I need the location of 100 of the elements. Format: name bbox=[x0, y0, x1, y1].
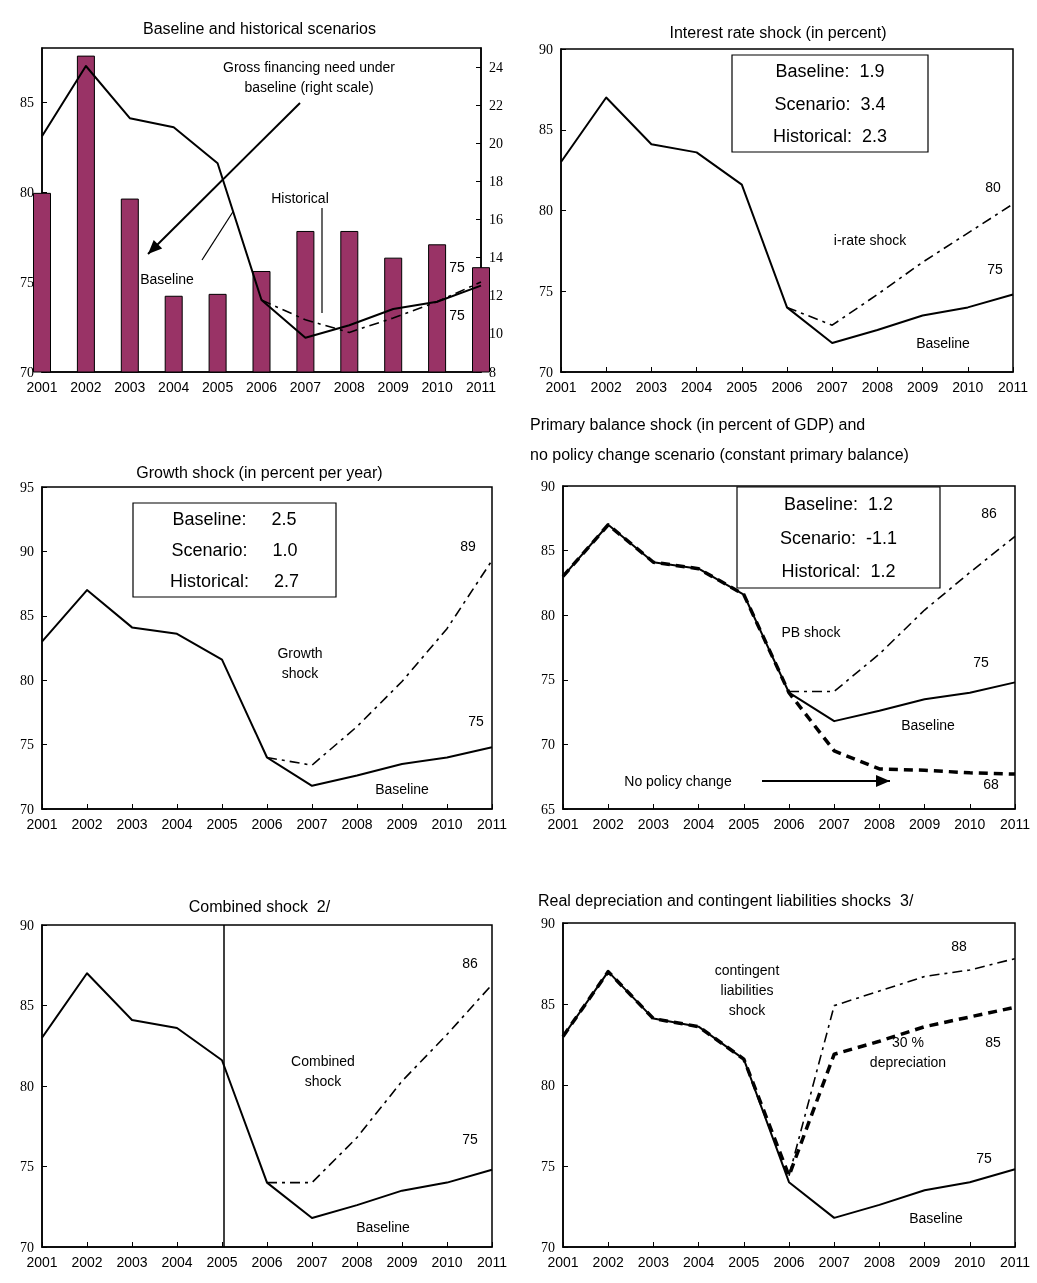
x-tick-label: 2002 bbox=[71, 816, 103, 832]
annotation: Baseline: 2.5 bbox=[172, 508, 297, 529]
y2-tick-label: 20 bbox=[489, 135, 503, 151]
chart-title: Primary balance shock (in percent of GDP) and no policy change scenario (constant primary balance) bbox=[530, 415, 909, 463]
y-tick-label: 80 bbox=[541, 1077, 555, 1093]
y-tick-label: 70 bbox=[541, 736, 555, 752]
x-tick-label: 2008 bbox=[341, 1254, 373, 1270]
x-tick-label: 2003 bbox=[637, 1254, 670, 1270]
chart-title: Growth shock (in percent per year) bbox=[136, 463, 383, 481]
y-tick-label: 90 bbox=[541, 478, 555, 494]
annotation: Scenario: 3.4 bbox=[774, 93, 886, 114]
x-tick-label: 2001 bbox=[26, 1254, 58, 1270]
y-tick-label: 90 bbox=[20, 543, 34, 559]
annotation: Historical: 1.2 bbox=[781, 561, 896, 582]
x-tick-label: 2006 bbox=[251, 1254, 283, 1270]
annotation: Baseline: 1.9 bbox=[775, 61, 885, 82]
annotation: Growth shock bbox=[277, 645, 323, 681]
annotation: PB shock bbox=[781, 624, 842, 640]
x-tick-label: 2008 bbox=[861, 379, 894, 395]
y2-tick-label: 14 bbox=[489, 250, 503, 266]
y-tick-label: 95 bbox=[20, 479, 34, 495]
chart-title: Combined shock 2/ bbox=[188, 897, 331, 915]
x-tick-label: 2002 bbox=[592, 1254, 624, 1270]
annotation: 75 bbox=[449, 307, 465, 323]
y-tick-label: 70 bbox=[541, 1239, 555, 1255]
annotation: 75 bbox=[987, 261, 1003, 277]
x-tick-label: 2003 bbox=[637, 816, 670, 832]
x-tick-label: 2006 bbox=[773, 1254, 805, 1270]
x-tick-label: 2009 bbox=[377, 379, 409, 395]
x-tick-label: 2011 bbox=[997, 379, 1029, 395]
x-tick-label: 2002 bbox=[590, 379, 622, 395]
annotation: 75 bbox=[973, 654, 989, 670]
y-tick-label: 70 bbox=[20, 801, 34, 817]
x-tick-label: 2010 bbox=[421, 379, 453, 395]
y2-tick-label: 10 bbox=[489, 326, 503, 342]
annotation: 88 bbox=[951, 938, 967, 954]
y-tick-label: 85 bbox=[20, 94, 34, 110]
annotation: 89 bbox=[460, 538, 476, 554]
annotation: 85 bbox=[985, 1034, 1001, 1050]
annotation: 75 bbox=[449, 259, 465, 275]
annotation: 86 bbox=[462, 955, 478, 971]
y-tick-label: 70 bbox=[20, 364, 34, 380]
y2-tick-label: 18 bbox=[489, 173, 503, 189]
y-tick-label: 85 bbox=[541, 996, 555, 1012]
annotation: 75 bbox=[976, 1150, 992, 1166]
annotation: Scenario: -1.1 bbox=[779, 527, 898, 548]
annotation: Baseline bbox=[375, 781, 430, 797]
y-tick-label: 85 bbox=[20, 998, 34, 1013]
x-tick-label: 2009 bbox=[907, 379, 939, 395]
x-tick-label: 2008 bbox=[333, 379, 366, 395]
y-tick-label: 75 bbox=[20, 737, 34, 753]
y-tick-label: 70 bbox=[539, 364, 553, 380]
x-tick-label: 2001 bbox=[547, 1254, 579, 1270]
x-tick-label: 2004 bbox=[161, 816, 193, 832]
y-tick-label: 65 bbox=[541, 801, 555, 817]
y-tick-label: 80 bbox=[20, 1078, 34, 1094]
x-tick-label: 2002 bbox=[70, 379, 102, 395]
annotation: Combined shock bbox=[291, 1053, 355, 1089]
annotation: No policy change bbox=[624, 773, 732, 789]
x-tick-label: 2011 bbox=[999, 816, 1031, 832]
x-tick-label: 2009 bbox=[386, 816, 418, 832]
x-tick-label: 2001 bbox=[547, 816, 579, 832]
y2-tick-label: 8 bbox=[489, 364, 496, 380]
x-tick-label: 2004 bbox=[683, 816, 715, 832]
x-tick-label: 2011 bbox=[465, 379, 497, 395]
annotation: i-rate shock bbox=[833, 232, 908, 248]
y2-tick-label: 16 bbox=[489, 212, 503, 228]
chart-title: Interest rate shock (in percent) bbox=[669, 23, 887, 41]
x-tick-label: 2009 bbox=[909, 1254, 941, 1270]
x-tick-label: 2004 bbox=[683, 1254, 715, 1270]
chart-title: Baseline and historical scenarios bbox=[142, 19, 377, 37]
y-tick-label: 75 bbox=[20, 274, 34, 290]
x-tick-label: 2008 bbox=[863, 1254, 896, 1270]
x-tick-label: 2008 bbox=[863, 816, 896, 832]
x-tick-label: 2007 bbox=[818, 816, 850, 832]
x-tick-label: 2007 bbox=[816, 379, 848, 395]
x-tick-label: 2009 bbox=[386, 1254, 418, 1270]
annotation: Baseline bbox=[909, 1210, 964, 1226]
x-tick-label: 2005 bbox=[206, 1254, 238, 1270]
x-tick-label: 2001 bbox=[545, 379, 577, 395]
annotation: Historical bbox=[271, 190, 329, 206]
x-tick-label: 2005 bbox=[206, 816, 238, 832]
x-tick-label: 2003 bbox=[114, 379, 146, 395]
annotation: Baseline bbox=[356, 1219, 411, 1235]
y2-tick-label: 12 bbox=[489, 288, 503, 304]
x-tick-label: 2005 bbox=[728, 1254, 760, 1270]
annotation: contingent liabilities shock bbox=[714, 962, 780, 1018]
annotation: 80 bbox=[985, 179, 1001, 195]
y-tick-label: 90 bbox=[20, 917, 34, 933]
x-tick-label: 2002 bbox=[592, 816, 624, 832]
x-tick-label: 2005 bbox=[202, 379, 234, 395]
x-tick-label: 2008 bbox=[341, 816, 373, 832]
annotation: 68 bbox=[983, 776, 999, 792]
x-tick-label: 2010 bbox=[954, 1254, 986, 1270]
annotation: Gross financing need under baseline (right scale) bbox=[223, 59, 396, 95]
x-tick-label: 2003 bbox=[116, 816, 148, 832]
annotation: Baseline bbox=[916, 335, 971, 351]
annotation: Baseline bbox=[140, 271, 195, 287]
y-tick-label: 85 bbox=[20, 608, 34, 624]
annotation: 75 bbox=[462, 1131, 478, 1147]
